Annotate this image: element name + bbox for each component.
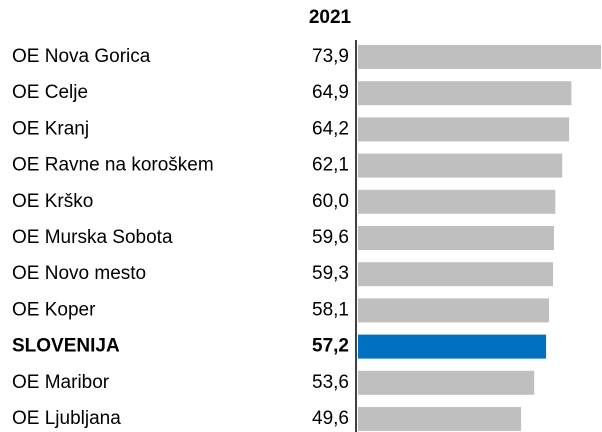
value-label: 49,6	[312, 408, 349, 429]
value-label: 59,6	[312, 227, 349, 248]
value-label: 58,1	[312, 299, 349, 320]
bar	[358, 262, 553, 287]
category-label: SLOVENIJA	[12, 336, 120, 357]
value-label: 60,0	[312, 191, 349, 212]
category-label: OE Maribor	[12, 372, 110, 393]
category-label: OE Nova Gorica	[12, 46, 151, 67]
bar	[358, 189, 556, 214]
category-label: OE Koper	[12, 299, 96, 320]
bar	[358, 45, 601, 69]
category-label: OE Ravne na koroškem	[12, 155, 214, 176]
value-label: 53,6	[312, 372, 349, 393]
bar	[358, 334, 547, 359]
bar	[358, 117, 570, 142]
category-label: OE Ljubljana	[12, 408, 121, 429]
chart-title: 2021	[309, 7, 352, 28]
value-label: 62,1	[312, 155, 349, 176]
bar	[358, 81, 572, 106]
bar	[358, 370, 535, 395]
bar	[358, 407, 522, 431]
value-label: 57,2	[312, 336, 349, 357]
category-label: OE Murska Sobota	[12, 227, 173, 248]
category-label: OE Novo mesto	[12, 263, 146, 284]
value-label: 73,9	[312, 46, 349, 67]
value-label: 64,9	[312, 82, 349, 103]
value-label: 64,2	[312, 118, 349, 139]
bar	[358, 298, 550, 323]
bar	[358, 226, 554, 250]
bar	[358, 153, 563, 178]
category-label: OE Krško	[12, 191, 93, 212]
category-label: OE Kranj	[12, 118, 89, 139]
value-label: 59,3	[312, 263, 349, 284]
category-label: OE Celje	[12, 82, 88, 103]
